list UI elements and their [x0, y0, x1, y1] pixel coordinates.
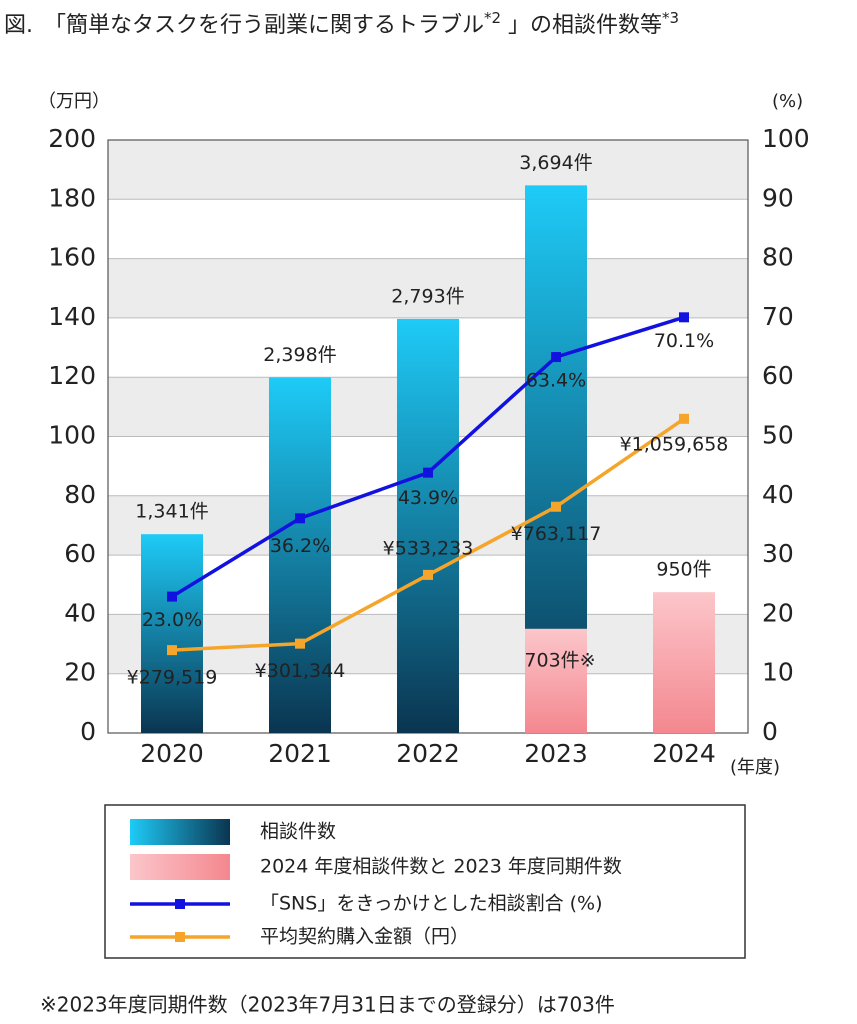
grid-band	[108, 140, 748, 200]
y-tick-label: 0	[80, 717, 96, 746]
y2-tick-label: 20	[762, 598, 794, 627]
x-unit: (年度)	[730, 757, 780, 778]
legend-swatch	[130, 854, 230, 880]
line-label: ¥763,117	[511, 523, 602, 545]
line-marker	[295, 513, 305, 524]
bar-label: 1,341件	[135, 501, 208, 523]
bar	[397, 318, 459, 733]
y2-unit: (%)	[772, 91, 803, 112]
line-label: 36.2%	[270, 535, 330, 557]
line-marker	[423, 569, 433, 580]
y2-tick-label: 0	[762, 717, 778, 746]
line-label: ¥533,233	[383, 537, 474, 559]
x-tick-label: 2022	[396, 739, 460, 768]
y-tick-label: 100	[48, 421, 96, 450]
y2-tick-label: 50	[762, 421, 794, 450]
bar-label: 2,398件	[263, 344, 336, 366]
title-sup: *2	[484, 9, 501, 27]
y2-tick-label: 40	[762, 480, 794, 509]
y2-tick-label: 100	[762, 124, 810, 153]
line-marker	[679, 312, 689, 323]
bar	[141, 534, 203, 733]
footnote: ※2023年度同期件数（2023年7月31日までの登録分）は703件	[40, 993, 615, 1017]
bar-label: 703件※	[524, 649, 595, 671]
legend-marker	[175, 932, 185, 942]
bar	[269, 377, 331, 733]
y2-tick-label: 80	[762, 243, 794, 272]
y-tick-label: 20	[64, 658, 96, 687]
line-marker	[679, 413, 689, 424]
legend-swatch	[130, 819, 230, 845]
bar	[653, 592, 715, 733]
y2-tick-label: 90	[762, 183, 794, 212]
bar-label: 950件	[656, 559, 711, 581]
bar	[525, 628, 587, 733]
line-label: 43.9%	[398, 487, 458, 509]
legend-label: 平均契約購入金額（円）	[260, 926, 469, 948]
y-tick-label: 140	[48, 302, 96, 331]
line-label: ¥279,519	[127, 667, 218, 689]
line-marker	[551, 501, 561, 512]
line-label: 63.4%	[526, 370, 586, 392]
bar-label: 2,793件	[391, 285, 464, 307]
line-label: ¥1,059,658	[620, 433, 729, 455]
x-tick-label: 2023	[524, 739, 588, 768]
title-sup: *3	[662, 9, 679, 27]
y2-tick-label: 10	[762, 658, 794, 687]
legend-marker	[175, 899, 185, 909]
title-text: 図. 「簡単なタスクを行う副業に関するトラブル	[4, 13, 484, 38]
legend-label: 相談件数	[260, 821, 336, 843]
line-label: 23.0%	[142, 609, 202, 631]
legend-label: 2024 年度相談件数と 2023 年度同期件数	[260, 856, 622, 878]
y-tick-label: 160	[48, 243, 96, 272]
x-tick-label: 2021	[268, 739, 332, 768]
y-tick-label: 200	[48, 124, 96, 153]
line-marker	[423, 467, 433, 478]
y2-tick-label: 60	[762, 361, 794, 390]
y2-tick-label: 30	[762, 539, 794, 568]
y-unit: （万円）	[38, 91, 110, 112]
line-label: ¥301,344	[255, 660, 346, 682]
chart-title: 図. 「簡単なタスクを行う副業に関するトラブル*2 」の相談件数等*3	[4, 9, 679, 39]
title-text: 」の相談件数等	[501, 13, 662, 38]
x-tick-label: 2024	[652, 739, 716, 768]
grid-band	[108, 258, 748, 318]
line-marker	[167, 645, 177, 656]
y-tick-label: 180	[48, 183, 96, 212]
line-marker	[551, 352, 561, 363]
legend-label: 「SNS」をきっかけとした相談割合 (%)	[260, 893, 603, 915]
bar-label: 3,694件	[519, 152, 592, 174]
x-tick-label: 2020	[140, 739, 204, 768]
line-marker	[167, 591, 177, 602]
y2-tick-label: 70	[762, 302, 794, 331]
y-tick-label: 120	[48, 361, 96, 390]
y-tick-label: 80	[64, 480, 96, 509]
line-label: 70.1%	[654, 330, 714, 352]
y-tick-label: 40	[64, 598, 96, 627]
line-marker	[295, 638, 305, 649]
y-tick-label: 60	[64, 539, 96, 568]
